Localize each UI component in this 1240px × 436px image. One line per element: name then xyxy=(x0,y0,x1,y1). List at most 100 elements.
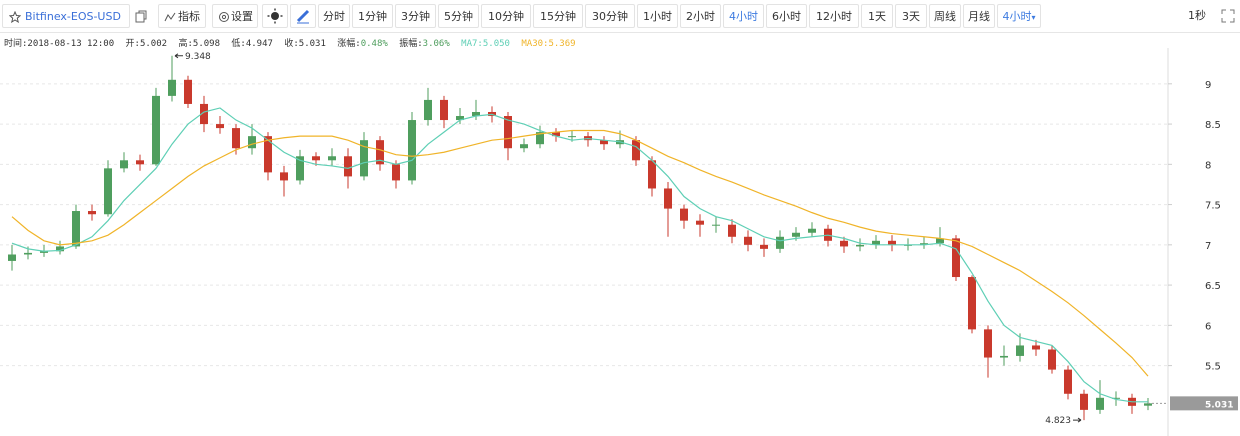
close-label: 收: xyxy=(284,39,299,49)
candle-body xyxy=(1112,397,1120,399)
candle-body xyxy=(136,160,144,165)
candle-body xyxy=(936,238,944,244)
symbol-selector[interactable]: Bitfinex-EOS-USD xyxy=(2,4,130,28)
y-tick-label: 8 xyxy=(1205,160,1211,171)
amplitude-label: 振幅: xyxy=(399,39,423,49)
dropdown-label[interactable]: 4小时 xyxy=(1002,10,1032,23)
candle-body xyxy=(536,132,544,145)
candle-body xyxy=(1144,403,1152,406)
settings-button[interactable]: 设置 xyxy=(212,4,258,28)
interval-button[interactable]: 1小时 xyxy=(637,4,678,28)
change-item: 涨幅:0.48% xyxy=(337,39,388,49)
candle-body xyxy=(648,160,656,189)
close-value: 5.031 xyxy=(298,39,326,49)
time-item: 时间:2018-08-13 12:00 xyxy=(4,39,114,49)
indicators-label[interactable]: 指标 xyxy=(178,10,200,23)
interval-button[interactable]: 4小时 xyxy=(723,4,764,28)
time-value: 2018-08-13 12:00 xyxy=(27,39,115,49)
candle-body xyxy=(1032,345,1040,350)
candle-body xyxy=(808,228,816,233)
candle-body xyxy=(1064,369,1072,394)
refresh-rate[interactable]: 1秒 xyxy=(1188,9,1206,22)
interval-button[interactable]: 30分钟 xyxy=(585,4,635,28)
interval-button[interactable]: 周线 xyxy=(929,4,961,28)
candle-body xyxy=(728,224,736,237)
candle-body xyxy=(72,211,80,247)
candle-body xyxy=(584,136,592,141)
candle-body xyxy=(456,116,464,121)
candle-body xyxy=(632,140,640,161)
copy-icon[interactable] xyxy=(134,10,148,24)
interval-button[interactable]: 3天 xyxy=(895,4,927,28)
candle-body xyxy=(248,136,256,149)
low-value: 4.947 xyxy=(245,39,273,49)
pen-icon[interactable] xyxy=(295,8,311,24)
ma7-item: MA7:5.050 xyxy=(461,39,510,49)
interval-button[interactable]: 12小时 xyxy=(809,4,859,28)
y-tick-label: 6.5 xyxy=(1205,281,1221,292)
fullscreen-icon[interactable] xyxy=(1221,9,1235,23)
interval-button[interactable]: 月线 xyxy=(963,4,995,28)
interval-button[interactable]: 2小时 xyxy=(680,4,721,28)
candle-body xyxy=(664,188,672,209)
close-item: 收:5.031 xyxy=(284,39,326,49)
low-item: 低:4.947 xyxy=(231,39,273,49)
star-icon[interactable] xyxy=(9,11,21,23)
candle-body xyxy=(680,208,688,221)
candle-body xyxy=(1096,397,1104,410)
candle-body xyxy=(488,111,496,117)
candle-body xyxy=(424,99,432,121)
y-tick-label: 8.5 xyxy=(1205,120,1221,131)
candle-body xyxy=(952,238,960,278)
candle-body xyxy=(184,79,192,104)
y-tick-label: 5.5 xyxy=(1205,362,1221,373)
candle-body xyxy=(440,99,448,121)
low-arrow xyxy=(1073,417,1082,423)
candle-body xyxy=(920,243,928,245)
candle-body xyxy=(776,236,784,249)
indicators-button[interactable]: 指标 xyxy=(158,4,206,28)
indicator-icon[interactable] xyxy=(164,11,176,23)
draw-button[interactable] xyxy=(290,4,316,28)
sun-icon[interactable] xyxy=(267,8,283,24)
candle-body xyxy=(1080,393,1088,410)
change-value: 0.48% xyxy=(360,39,388,49)
open-value: 5.002 xyxy=(139,39,168,49)
candle-body xyxy=(520,144,528,149)
candle-body xyxy=(824,228,832,241)
candle-body xyxy=(168,79,176,96)
candle-body xyxy=(904,244,912,246)
interval-button[interactable]: 分时 xyxy=(318,4,350,28)
candle-body xyxy=(984,329,992,358)
candle-body xyxy=(472,111,480,117)
moving-average-line xyxy=(11,129,1149,377)
interval-dropdown[interactable]: 4小时▾ xyxy=(997,4,1041,28)
interval-button[interactable]: 3分钟 xyxy=(395,4,436,28)
candle-body xyxy=(296,156,304,181)
candle-body xyxy=(856,244,864,247)
ma30-value: 5.369 xyxy=(548,39,576,49)
symbol-name[interactable]: Bitfinex-EOS-USD xyxy=(25,10,121,23)
interval-button[interactable]: 1天 xyxy=(861,4,893,28)
gear-icon[interactable] xyxy=(218,11,230,23)
candle-body xyxy=(504,116,512,149)
candle-body xyxy=(1000,355,1008,358)
candle-body xyxy=(600,140,608,145)
candle-body xyxy=(696,220,704,225)
interval-button[interactable]: 6小时 xyxy=(766,4,807,28)
candle-body xyxy=(872,240,880,245)
theme-button[interactable] xyxy=(262,4,288,28)
change-label: 涨幅: xyxy=(337,39,361,49)
candle-body xyxy=(1048,349,1056,370)
interval-button[interactable]: 5分钟 xyxy=(438,4,479,28)
interval-button[interactable]: 10分钟 xyxy=(481,4,531,28)
open-item: 开:5.002 xyxy=(126,39,168,49)
settings-label[interactable]: 设置 xyxy=(231,10,253,23)
candle-body xyxy=(104,168,112,215)
interval-button[interactable]: 1分钟 xyxy=(352,4,393,28)
candle-body xyxy=(40,251,48,253)
candle-body xyxy=(712,224,720,226)
interval-button[interactable]: 15分钟 xyxy=(533,4,583,28)
candle-body xyxy=(968,277,976,330)
